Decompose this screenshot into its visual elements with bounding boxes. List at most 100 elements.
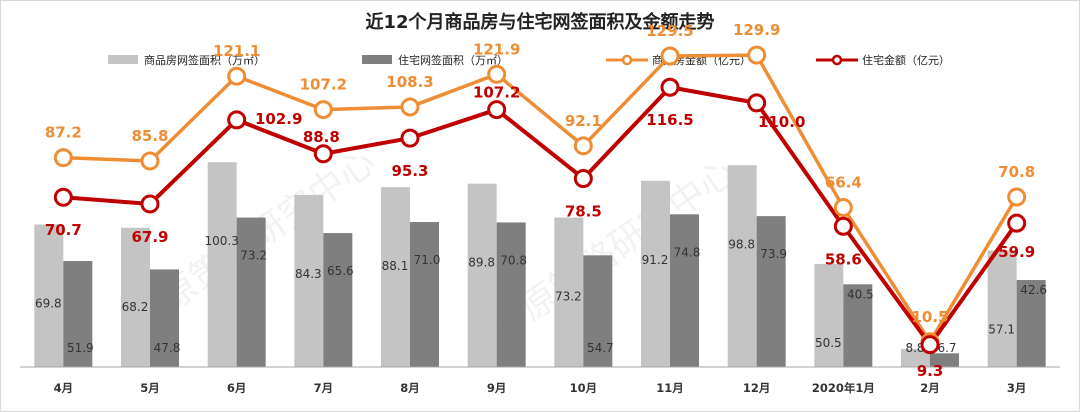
line-point [53, 187, 73, 207]
bar-value-label: 42.6 [1020, 283, 1047, 297]
line-value-label: 121.9 [473, 40, 520, 58]
legend-label: 住宅金额（亿元） [862, 53, 950, 67]
line-point [313, 144, 333, 164]
line-value-label: 110.0 [758, 113, 805, 131]
line-point [53, 148, 73, 168]
bar [554, 217, 584, 367]
line-value-label: 102.9 [255, 110, 302, 128]
line-point [573, 136, 593, 156]
line-point [747, 45, 767, 65]
bar [323, 233, 353, 367]
line-value-label: 10.5 [911, 308, 948, 326]
line-value-label: 78.5 [565, 202, 602, 220]
line-point [140, 151, 160, 171]
bar-value-label: 74.8 [674, 245, 701, 259]
bar-value-label: 65.6 [327, 264, 354, 278]
line-point [747, 93, 767, 113]
bar-value-label: 98.8 [728, 237, 755, 251]
bar [381, 187, 410, 367]
line-point [400, 97, 420, 117]
bar [641, 180, 670, 367]
line-value-label: 88.8 [303, 128, 340, 146]
series-line [63, 53, 1019, 344]
bar-value-label: 73.2 [555, 290, 582, 304]
line-point [833, 198, 853, 218]
line-value-label: 129.5 [646, 22, 693, 40]
line-value-label: 95.3 [391, 162, 428, 180]
bar-value-label: 51.9 [67, 341, 94, 355]
line-point [920, 335, 940, 355]
bar-value-label: 8.8 [905, 341, 924, 355]
line-value-label: 107.2 [473, 84, 520, 102]
line-value-label: 121.1 [213, 42, 260, 60]
line-point [140, 194, 160, 214]
bar-value-label: 68.2 [122, 300, 149, 314]
bar [34, 224, 64, 367]
x-tick-label: 3月 [1007, 381, 1027, 395]
line-value-label: 9.3 [917, 362, 944, 380]
bar-value-label: 73.2 [240, 249, 267, 263]
legend-label: 商品房网签面积（万㎡） [144, 53, 265, 67]
bar-value-label: 73.9 [760, 247, 787, 261]
x-tick-label: 5月 [140, 381, 160, 395]
bar [207, 162, 237, 367]
line-point [313, 100, 333, 120]
bar-value-label: 71.0 [414, 253, 441, 267]
line-point [573, 168, 593, 188]
bar [843, 284, 873, 367]
x-axis: 4月 5月 6月 7月 8月 9月 10月 11月 12月 2020年1月 2月 3月 [54, 381, 1027, 395]
bar-value-label: 70.8 [500, 253, 527, 267]
bar [1016, 280, 1046, 367]
line-value-label: 116.5 [646, 111, 693, 129]
chart-title: 近12个月商品房与住宅网签面积及金额走势 [365, 11, 714, 33]
line-point [1007, 213, 1027, 233]
bars: 69.8 68.2 100.3 84.3 88.1 89.8 73.2 91.2 98.8 50.… [34, 162, 1047, 367]
bar [121, 227, 150, 367]
legend-label: 住宅网签面积（万㎡） [398, 53, 508, 67]
bar-value-label: 89.8 [468, 256, 495, 270]
series-line [63, 85, 1019, 347]
bar-value-label: 88.1 [382, 259, 409, 273]
x-tick-label: 8月 [400, 381, 420, 395]
line-value-label: 87.2 [45, 124, 82, 142]
line-point [227, 110, 247, 130]
line-value-label: 70.8 [998, 163, 1035, 181]
line-value-label: 67.9 [131, 228, 168, 246]
bar-value-label: 6.7 [937, 341, 956, 355]
x-tick-label: 2月 [920, 381, 940, 395]
line-point [660, 77, 680, 97]
bar-value-label: 47.8 [154, 341, 181, 355]
line-value-label: 129.9 [733, 21, 780, 39]
line-value-label: 58.6 [825, 250, 862, 268]
line-point [1007, 187, 1027, 207]
bar-value-label: 84.3 [295, 267, 322, 281]
bar [236, 217, 266, 367]
bar [410, 222, 439, 367]
legend-swatch [108, 55, 138, 64]
lines: 87.2 85.8 121.1 107.2 108.3 121.9 92.1 129.5 129… [45, 21, 1035, 380]
line-point [400, 128, 420, 148]
bar [756, 216, 786, 367]
line-point [660, 46, 680, 66]
line-value-label: 66.4 [825, 174, 862, 192]
bar [294, 194, 324, 367]
line-value-label: 108.3 [386, 73, 433, 91]
bar [496, 222, 526, 367]
line-point [227, 66, 247, 86]
bar [150, 269, 179, 367]
line-point [487, 100, 507, 120]
x-tick-label: 6月 [227, 381, 247, 395]
line-point [833, 216, 853, 236]
legend-marker [621, 54, 633, 66]
bar [814, 263, 844, 367]
line-value-label: 85.8 [131, 127, 168, 145]
bar [670, 214, 699, 367]
line-value-label: 92.1 [565, 112, 602, 130]
x-tick-label: 2020年1月 [812, 381, 875, 395]
bar-value-label: 54.7 [587, 341, 614, 355]
bar [583, 255, 613, 367]
bar-value-label: 57.1 [988, 322, 1015, 336]
bar [467, 183, 497, 367]
bar [901, 349, 930, 367]
